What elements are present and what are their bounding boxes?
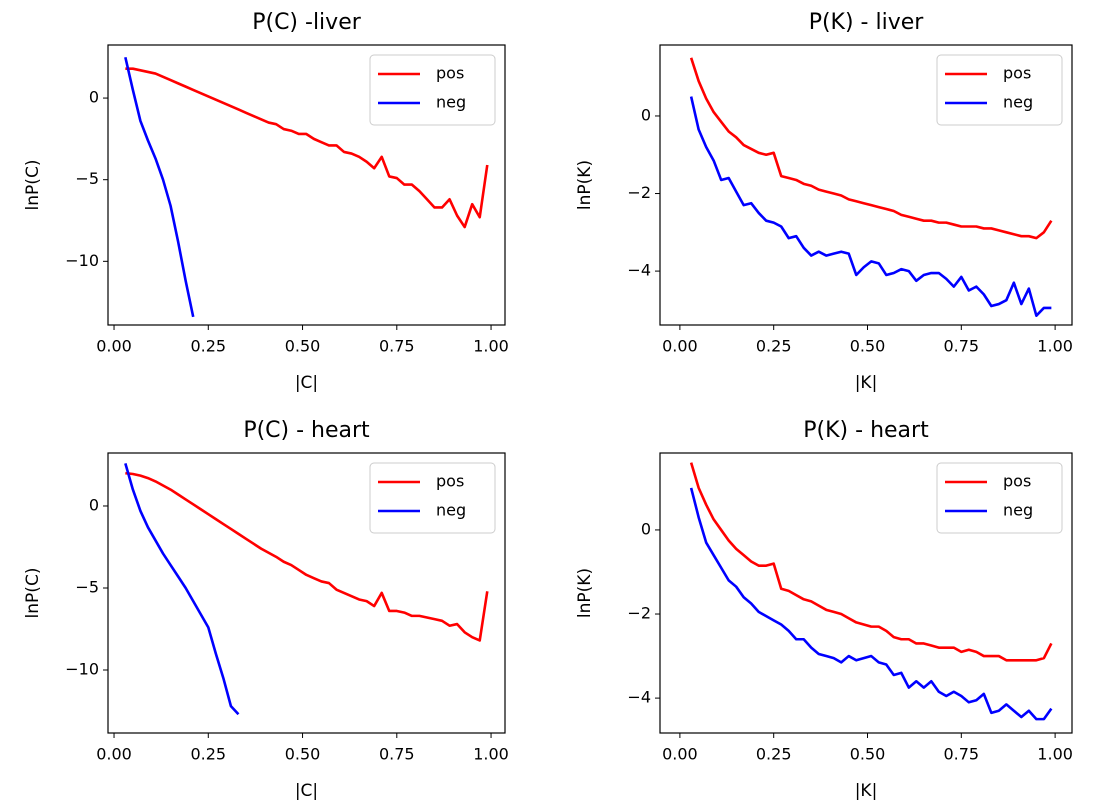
x-tick-label: 0.25 — [756, 337, 792, 356]
line-series — [689, 487, 1053, 721]
x-tick-label: 0.00 — [662, 745, 698, 764]
chart-title: P(C) -liver — [252, 10, 362, 35]
legend-label: pos — [436, 64, 464, 83]
legend: pos neg — [936, 54, 1063, 126]
y-tick-label: −4 — [627, 688, 651, 707]
x-tick-label: 0.00 — [96, 745, 132, 764]
x-tick-label: 1.00 — [473, 337, 509, 356]
y-tick-label: −5 — [75, 169, 99, 188]
legend-box — [369, 462, 496, 534]
legend-label: neg — [436, 501, 466, 520]
y-axis-label: lnP(K) — [575, 160, 595, 210]
y-axis-label: lnP(C) — [23, 160, 43, 211]
y-tick-label: 0 — [641, 105, 651, 124]
axes-frame — [659, 452, 1073, 734]
y-tick-label: −4 — [627, 261, 651, 280]
x-tick-label: 0.50 — [285, 745, 321, 764]
y-tick-label: −10 — [65, 660, 99, 679]
x-tick-label: 0.25 — [756, 745, 792, 764]
x-tick-label: 1.00 — [1037, 745, 1073, 764]
x-tick-label: 0.75 — [943, 337, 979, 356]
x-tick-label: 0.50 — [850, 337, 886, 356]
legend: pos neg — [369, 462, 496, 534]
axes-frame — [659, 44, 1073, 326]
axes-frame — [107, 452, 506, 734]
chart-title: P(K) - heart — [803, 418, 929, 443]
axes-frame — [107, 44, 506, 326]
y-axis-label: lnP(K) — [575, 568, 595, 618]
x-tick-label: 0.75 — [379, 337, 415, 356]
x-tick-label: 0.25 — [190, 337, 226, 356]
legend-label: neg — [1003, 501, 1033, 520]
x-tick-label: 0.75 — [943, 745, 979, 764]
y-axis-label: lnP(C) — [23, 568, 43, 619]
y-tick-label: 0 — [89, 88, 99, 107]
line-series — [125, 67, 489, 229]
x-tick-label: 0.00 — [96, 337, 132, 356]
line-series — [689, 462, 1053, 662]
legend-label: pos — [1003, 64, 1031, 83]
x-tick-label: 1.00 — [1037, 337, 1073, 356]
line-series — [124, 462, 240, 716]
x-axis-label: |K| — [855, 373, 878, 393]
y-tick-label: −10 — [65, 251, 99, 270]
y-tick-label: 0 — [89, 495, 99, 514]
legend-box — [936, 54, 1063, 126]
y-tick-label: −2 — [627, 604, 651, 623]
legend-label: neg — [436, 93, 466, 112]
line-series — [125, 471, 489, 642]
y-tick-label: −2 — [627, 183, 651, 202]
line-series — [689, 57, 1053, 240]
x-tick-label: 1.00 — [473, 745, 509, 764]
legend-label: neg — [1003, 93, 1033, 112]
legend: pos neg — [936, 462, 1063, 534]
x-tick-label: 0.00 — [662, 337, 698, 356]
x-axis-label: |C| — [295, 373, 318, 393]
line-series — [689, 96, 1052, 317]
chart-title: P(C) - heart — [243, 418, 370, 443]
line-series — [124, 56, 195, 318]
chart-title: P(K) - liver — [809, 10, 925, 35]
legend-label: pos — [1003, 472, 1031, 491]
x-axis-label: |C| — [295, 781, 318, 801]
y-tick-label: 0 — [641, 519, 651, 538]
x-tick-label: 0.75 — [379, 745, 415, 764]
x-tick-label: 0.50 — [850, 745, 886, 764]
x-tick-label: 0.25 — [190, 745, 226, 764]
legend-label: pos — [436, 472, 464, 491]
legend: pos neg — [369, 54, 496, 126]
y-tick-label: −5 — [75, 577, 99, 596]
legend-box — [369, 54, 496, 126]
x-axis-label: |K| — [855, 781, 878, 801]
x-tick-label: 0.50 — [285, 337, 321, 356]
legend-box — [936, 462, 1063, 534]
